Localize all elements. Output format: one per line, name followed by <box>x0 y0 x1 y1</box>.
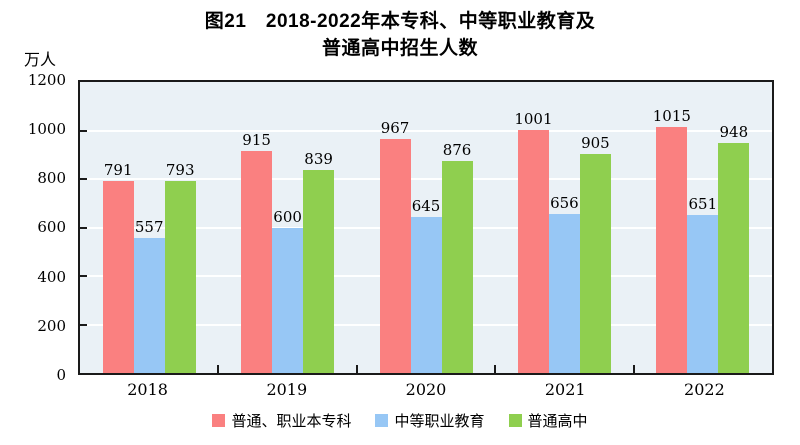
gridline-1000 <box>80 129 772 132</box>
bar-value-label: 651 <box>688 195 718 214</box>
y-tick-label: 0 <box>56 365 66 384</box>
bar-value-label: 600 <box>273 207 302 226</box>
bar-vocational-2021 <box>548 213 580 373</box>
y-tick-label: 200 <box>37 316 66 335</box>
bar-value-label: 839 <box>304 149 333 168</box>
bar-cell: 656 <box>548 82 580 373</box>
y-axis-tick-labels: 1200 1000 800 600 400 200 0 <box>0 71 66 384</box>
bar-undergrad-2021 <box>517 130 549 373</box>
x-tick-label-2019: 2019 <box>266 380 308 399</box>
x-tick-mark <box>217 365 220 373</box>
bar-value-label: 793 <box>165 160 195 179</box>
legend: 普通、职业本专科 中等职业教育 普通高中 <box>0 410 800 431</box>
y-tick-label: 1000 <box>27 120 66 139</box>
bar-cell: 839 <box>303 82 335 373</box>
bar-highschool-2022 <box>718 143 750 373</box>
legend-label: 中等职业教育 <box>394 413 485 430</box>
legend-item-vocational: 中等职业教育 <box>375 410 485 431</box>
bar-value-label: 1001 <box>514 110 553 129</box>
bar-value-label: 905 <box>581 133 610 152</box>
bar-cell: 600 <box>272 82 304 373</box>
x-tick-label-2020: 2020 <box>405 380 447 399</box>
y-tick-mark <box>80 323 87 326</box>
bar-cell: 793 <box>164 82 196 373</box>
bar-cell: 651 <box>687 82 719 373</box>
bar-cell: 876 <box>441 82 473 373</box>
legend-label: 普通、职业本专科 <box>231 413 352 430</box>
bar-vocational-2019 <box>272 227 304 373</box>
bar-highschool-2020 <box>441 160 473 373</box>
bar-value-label: 656 <box>550 193 579 212</box>
y-tick-mark <box>80 129 87 132</box>
x-tick-mark <box>494 365 497 373</box>
bar-highschool-2019 <box>303 169 335 373</box>
y-tick-label: 600 <box>37 218 66 237</box>
bar-cell: 1001 <box>514 82 553 373</box>
bar-group-2021: 1001 656 905 <box>495 82 633 373</box>
bar-value-label: 1015 <box>652 106 691 125</box>
x-tick-label-2018: 2018 <box>127 380 168 399</box>
x-axis-tick-labels: 2018 2019 2020 2021 2022 <box>78 380 774 399</box>
legend-swatch-red <box>212 414 226 427</box>
bar-value-label: 915 <box>242 131 271 150</box>
legend-item-highschool: 普通高中 <box>508 410 588 431</box>
y-tick-mark <box>80 178 87 181</box>
bar-cell: 1015 <box>653 82 691 373</box>
bar-groups: 791 557 793 915 600 <box>80 82 772 373</box>
bar-value-label: 948 <box>719 123 749 142</box>
bar-vocational-2020 <box>410 216 442 373</box>
y-tick-label: 1200 <box>27 71 66 89</box>
bar-cell: 791 <box>102 82 134 373</box>
bar-value-label: 791 <box>103 161 133 180</box>
chart-title-line2: 普通高中招生人数 <box>321 38 478 59</box>
bar-vocational-2018 <box>133 237 165 373</box>
bar-value-label: 876 <box>442 140 472 159</box>
bar-undergrad-2018 <box>102 181 134 373</box>
x-tick-mark <box>355 365 358 373</box>
bar-undergrad-2020 <box>379 138 411 373</box>
chart-title-line1: 图21 2018-2022年本专科、中等职业教育及 <box>204 11 596 32</box>
bar-group-2018: 791 557 793 <box>80 82 218 373</box>
bar-group-2022: 1015 651 948 <box>634 82 772 373</box>
y-tick-mark <box>80 226 87 229</box>
y-tick-label: 400 <box>37 267 66 286</box>
bar-cell: 905 <box>579 82 611 373</box>
gridline-800 <box>80 178 772 181</box>
bar-cell: 645 <box>410 82 442 373</box>
bar-cell: 967 <box>379 82 411 373</box>
legend-item-undergrad: 普通、职业本专科 <box>212 410 351 431</box>
x-tick-label-2021: 2021 <box>544 380 586 399</box>
bar-group-2019: 915 600 839 <box>218 82 356 373</box>
bar-value-label: 557 <box>134 217 164 236</box>
x-tick-label-2022: 2022 <box>684 380 725 399</box>
bar-highschool-2021 <box>579 153 611 373</box>
legend-swatch-green <box>508 414 522 427</box>
bar-undergrad-2019 <box>241 151 273 373</box>
x-tick-mark <box>632 365 635 373</box>
bar-cell: 948 <box>718 82 750 373</box>
y-tick-mark <box>80 275 87 278</box>
y-tick-label: 800 <box>37 169 66 188</box>
bar-vocational-2022 <box>687 215 719 373</box>
bar-cell: 915 <box>241 82 273 373</box>
bar-undergrad-2022 <box>656 126 688 373</box>
bar-highschool-2018 <box>164 180 196 373</box>
y-axis-unit-label: 万人 <box>24 52 57 69</box>
bar-value-label: 967 <box>380 118 410 137</box>
bar-group-2020: 967 645 876 <box>357 82 495 373</box>
bar-cell: 557 <box>133 82 165 373</box>
plot-area: 791 557 793 915 600 <box>78 80 774 375</box>
legend-swatch-blue <box>375 414 389 427</box>
bar-value-label: 645 <box>411 196 441 215</box>
legend-label: 普通高中 <box>527 413 588 430</box>
